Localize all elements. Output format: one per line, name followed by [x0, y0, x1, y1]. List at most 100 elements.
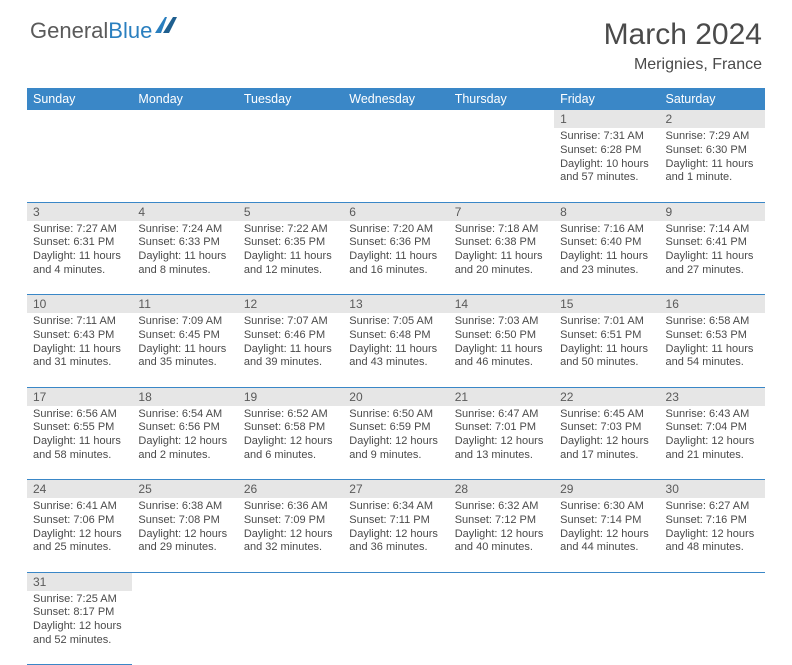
- sunrise-line: Sunrise: 7:03 AM: [455, 315, 548, 329]
- weekday-header: Monday: [132, 88, 237, 110]
- day-number-cell: [449, 110, 554, 128]
- day-detail: Sunrise: 6:58 AMSunset: 6:53 PMDaylight:…: [660, 313, 765, 374]
- sunset-line: Sunset: 6:28 PM: [560, 144, 653, 158]
- day-detail-row: Sunrise: 7:11 AMSunset: 6:43 PMDaylight:…: [27, 313, 765, 387]
- day-number-row: 31: [27, 572, 765, 591]
- header: GeneralBlue March 2024 Merignies, France: [0, 0, 792, 82]
- day-detail: Sunrise: 6:27 AMSunset: 7:16 PMDaylight:…: [660, 498, 765, 559]
- sunrise-line: Sunrise: 7:29 AM: [666, 130, 759, 144]
- day-number-cell: 20: [343, 387, 448, 406]
- day-detail-cell: [660, 591, 765, 665]
- day-detail-cell: Sunrise: 7:27 AMSunset: 6:31 PMDaylight:…: [27, 221, 132, 295]
- sunset-line: Sunset: 7:09 PM: [244, 514, 337, 528]
- sunset-line: Sunset: 6:35 PM: [244, 236, 337, 250]
- day-number-cell: 19: [238, 387, 343, 406]
- day-number-cell: 6: [343, 202, 448, 221]
- daylight-line: Daylight: 12 hours and 32 minutes.: [244, 528, 337, 556]
- daylight-line: Daylight: 12 hours and 52 minutes.: [33, 620, 126, 648]
- day-detail-cell: Sunrise: 6:50 AMSunset: 6:59 PMDaylight:…: [343, 406, 448, 480]
- location: Merignies, France: [604, 56, 762, 74]
- logo-arrow-icon: [155, 17, 177, 33]
- day-detail-cell: [238, 128, 343, 202]
- sunrise-line: Sunrise: 6:41 AM: [33, 500, 126, 514]
- sunrise-line: Sunrise: 6:50 AM: [349, 408, 442, 422]
- day-detail-cell: Sunrise: 6:34 AMSunset: 7:11 PMDaylight:…: [343, 498, 448, 572]
- daylight-line: Daylight: 11 hours and 35 minutes.: [138, 343, 231, 371]
- sunset-line: Sunset: 6:43 PM: [33, 329, 126, 343]
- day-detail: Sunrise: 7:09 AMSunset: 6:45 PMDaylight:…: [132, 313, 237, 374]
- sunset-line: Sunset: 6:36 PM: [349, 236, 442, 250]
- day-number-cell: [238, 572, 343, 591]
- sunrise-line: Sunrise: 7:22 AM: [244, 223, 337, 237]
- day-number-cell: 3: [27, 202, 132, 221]
- sunrise-line: Sunrise: 6:43 AM: [666, 408, 759, 422]
- daylight-line: Daylight: 11 hours and 23 minutes.: [560, 250, 653, 278]
- day-number-cell: 5: [238, 202, 343, 221]
- day-detail-cell: Sunrise: 7:31 AMSunset: 6:28 PMDaylight:…: [554, 128, 659, 202]
- daylight-line: Daylight: 11 hours and 43 minutes.: [349, 343, 442, 371]
- title-block: March 2024 Merignies, France: [604, 18, 762, 74]
- day-detail-row: Sunrise: 6:41 AMSunset: 7:06 PM Daylight:…: [27, 498, 765, 572]
- sunset-line: Sunset: 7:06 PM: [33, 514, 126, 528]
- day-number-cell: [132, 572, 237, 591]
- day-detail-cell: [343, 591, 448, 665]
- day-detail-cell: [343, 128, 448, 202]
- day-number-cell: 4: [132, 202, 237, 221]
- day-number-cell: 22: [554, 387, 659, 406]
- sunset-line: Sunset: 6:45 PM: [138, 329, 231, 343]
- sunrise-line: Sunrise: 6:30 AM: [560, 500, 653, 514]
- daylight-line: Daylight: 12 hours and 29 minutes.: [138, 528, 231, 556]
- sunrise-line: Sunrise: 7:05 AM: [349, 315, 442, 329]
- day-detail-cell: Sunrise: 6:58 AMSunset: 6:53 PMDaylight:…: [660, 313, 765, 387]
- day-detail: Sunrise: 6:43 AMSunset: 7:04 PMDaylight:…: [660, 406, 765, 467]
- sunrise-line: Sunrise: 6:32 AM: [455, 500, 548, 514]
- sunset-line: Sunset: 6:53 PM: [666, 329, 759, 343]
- day-detail: Sunrise: 6:32 AMSunset: 7:12 PMDaylight:…: [449, 498, 554, 559]
- day-number-cell: 29: [554, 480, 659, 499]
- day-number-cell: 11: [132, 295, 237, 314]
- day-detail-cell: Sunrise: 7:25 AMSunset: 8:17 PMDaylight:…: [27, 591, 132, 665]
- sunset-line: Sunset: 6:31 PM: [33, 236, 126, 250]
- daylight-line: Daylight: 11 hours and 54 minutes.: [666, 343, 759, 371]
- sunset-line: Sunset: 7:11 PM: [349, 514, 442, 528]
- day-detail-cell: [449, 128, 554, 202]
- day-detail: Sunrise: 6:38 AMSunset: 7:08 PMDaylight:…: [132, 498, 237, 559]
- day-detail-cell: [238, 591, 343, 665]
- day-detail: Sunrise: 6:34 AMSunset: 7:11 PMDaylight:…: [343, 498, 448, 559]
- daylight-line: Daylight: 11 hours and 4 minutes.: [33, 250, 126, 278]
- day-detail-row: Sunrise: 6:56 AMSunset: 6:55 PMDaylight:…: [27, 406, 765, 480]
- sunrise-line: Sunrise: 7:18 AM: [455, 223, 548, 237]
- day-detail-cell: Sunrise: 6:56 AMSunset: 6:55 PMDaylight:…: [27, 406, 132, 480]
- daylight-line: Daylight: 11 hours and 39 minutes.: [244, 343, 337, 371]
- sunrise-line: Sunrise: 6:45 AM: [560, 408, 653, 422]
- weekday-header: Sunday: [27, 88, 132, 110]
- daylight-line: Daylight: 11 hours and 16 minutes.: [349, 250, 442, 278]
- day-detail: Sunrise: 6:54 AMSunset: 6:56 PMDaylight:…: [132, 406, 237, 467]
- day-number-cell: [554, 572, 659, 591]
- sunset-line: Sunset: 6:50 PM: [455, 329, 548, 343]
- day-detail: Sunrise: 6:45 AMSunset: 7:03 PMDaylight:…: [554, 406, 659, 467]
- day-detail: Sunrise: 7:03 AMSunset: 6:50 PMDaylight:…: [449, 313, 554, 374]
- daylight-line: Daylight: 12 hours and 21 minutes.: [666, 435, 759, 463]
- sunrise-line: Sunrise: 6:36 AM: [244, 500, 337, 514]
- day-detail-cell: Sunrise: 7:07 AMSunset: 6:46 PMDaylight:…: [238, 313, 343, 387]
- day-detail-cell: Sunrise: 6:41 AMSunset: 7:06 PMDaylight:…: [27, 498, 132, 572]
- day-number-cell: 16: [660, 295, 765, 314]
- day-detail: Sunrise: 6:41 AMSunset: 7:06 PMDaylight:…: [27, 498, 132, 559]
- day-number-cell: 13: [343, 295, 448, 314]
- weekday-header: Tuesday: [238, 88, 343, 110]
- day-detail: Sunrise: 7:25 AMSunset: 8:17 PMDaylight:…: [27, 591, 132, 652]
- day-detail: Sunrise: 7:24 AMSunset: 6:33 PMDaylight:…: [132, 221, 237, 282]
- daylight-line: Daylight: 11 hours and 31 minutes.: [33, 343, 126, 371]
- day-detail-cell: Sunrise: 6:45 AMSunset: 7:03 PMDaylight:…: [554, 406, 659, 480]
- day-detail: Sunrise: 7:20 AMSunset: 6:36 PMDaylight:…: [343, 221, 448, 282]
- day-detail: Sunrise: 7:07 AMSunset: 6:46 PMDaylight:…: [238, 313, 343, 374]
- sunrise-line: Sunrise: 7:16 AM: [560, 223, 653, 237]
- day-detail-row: Sunrise: 7:31 AMSunset: 6:28 PMDaylight:…: [27, 128, 765, 202]
- calendar-body: 12Sunrise: 7:31 AMSunset: 6:28 PMDayligh…: [27, 110, 765, 665]
- weekday-header: Saturday: [660, 88, 765, 110]
- sunset-line: Sunset: 6:58 PM: [244, 421, 337, 435]
- day-number-cell: 18: [132, 387, 237, 406]
- day-number-cell: [343, 110, 448, 128]
- sunset-line: Sunset: 6:55 PM: [33, 421, 126, 435]
